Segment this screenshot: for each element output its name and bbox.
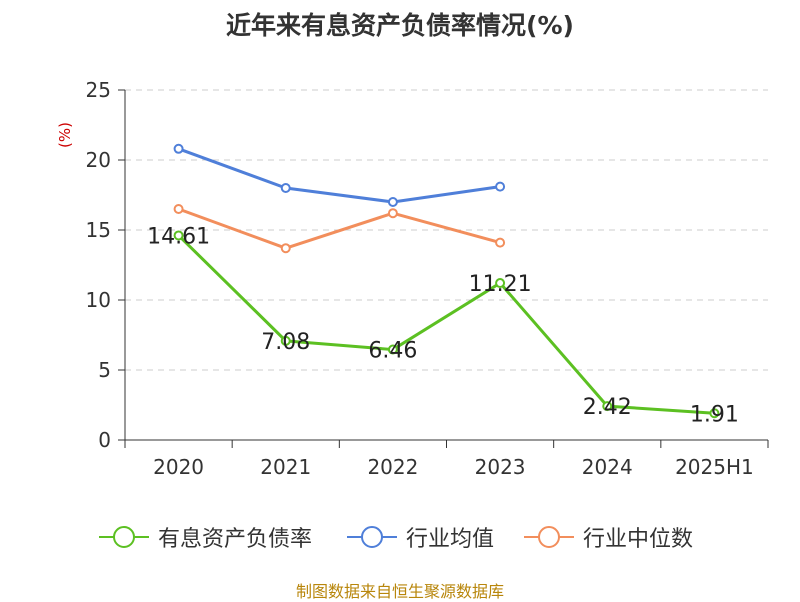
legend-item[interactable]: 行业中位数 — [523, 520, 693, 554]
series-line-1 — [177, 234, 715, 415]
data-point — [495, 278, 506, 289]
data-point — [495, 181, 506, 192]
data-point — [387, 344, 398, 355]
data-point — [387, 197, 398, 207]
data-point — [709, 408, 720, 419]
line-chart: 0 5 10 15 20 25 2020 2021 2022 2023 2024 2025H1 14.6… — [86, 78, 769, 479]
y-tick-label: 15 — [86, 218, 111, 242]
source-note: 制图数据来自恒生聚源数据库 — [295, 582, 504, 601]
data-point — [602, 401, 613, 412]
data-label: 14.61 — [147, 224, 210, 249]
y-tick-label: 25 — [86, 78, 111, 102]
data-label: 1.91 — [690, 402, 739, 427]
x-tick-label: 2023 — [475, 455, 526, 479]
legend-item[interactable]: 行业均值 — [346, 520, 494, 554]
legend-line-marker-icon — [99, 526, 149, 548]
y-tick-label: 5 — [98, 358, 111, 382]
data-point — [173, 230, 184, 241]
y-tick-label: 10 — [86, 288, 111, 312]
data-label: 2.42 — [583, 395, 632, 420]
data-point — [173, 143, 184, 154]
data-point — [387, 208, 398, 219]
x-tick-label: 2021 — [260, 455, 311, 479]
chart-title: 近年来有息资产负债率情况(%) — [226, 11, 574, 40]
legend-line-marker-icon — [347, 526, 397, 548]
data-point — [280, 335, 291, 346]
data-point — [495, 237, 506, 248]
y-tick-label: 20 — [86, 148, 111, 172]
data-point — [280, 243, 291, 254]
legend-item[interactable]: 有息资产负债率 — [98, 520, 312, 554]
legend-label: 行业均值 — [406, 527, 495, 552]
data-label: 7.08 — [261, 330, 310, 355]
x-tick-label: 2024 — [582, 455, 633, 479]
y-tick-label: 0 — [98, 428, 111, 452]
data-label: 6.46 — [368, 339, 417, 364]
legend-label: 行业中位数 — [583, 527, 694, 552]
data-point — [173, 204, 184, 214]
x-tick-label: 2020 — [153, 455, 204, 479]
data-label: 11.21 — [469, 272, 532, 297]
legend: 有息资产负债率 行业均值 行业中位数 — [0, 520, 800, 554]
legend-line-marker-icon — [524, 526, 574, 548]
series-line-3 — [178, 207, 501, 250]
x-tick-label: 2022 — [367, 455, 418, 479]
series-line-2 — [178, 147, 501, 204]
data-point — [280, 183, 291, 193]
legend-label: 有息资产负债率 — [158, 527, 313, 552]
x-tick-label: 2025H1 — [675, 455, 754, 479]
